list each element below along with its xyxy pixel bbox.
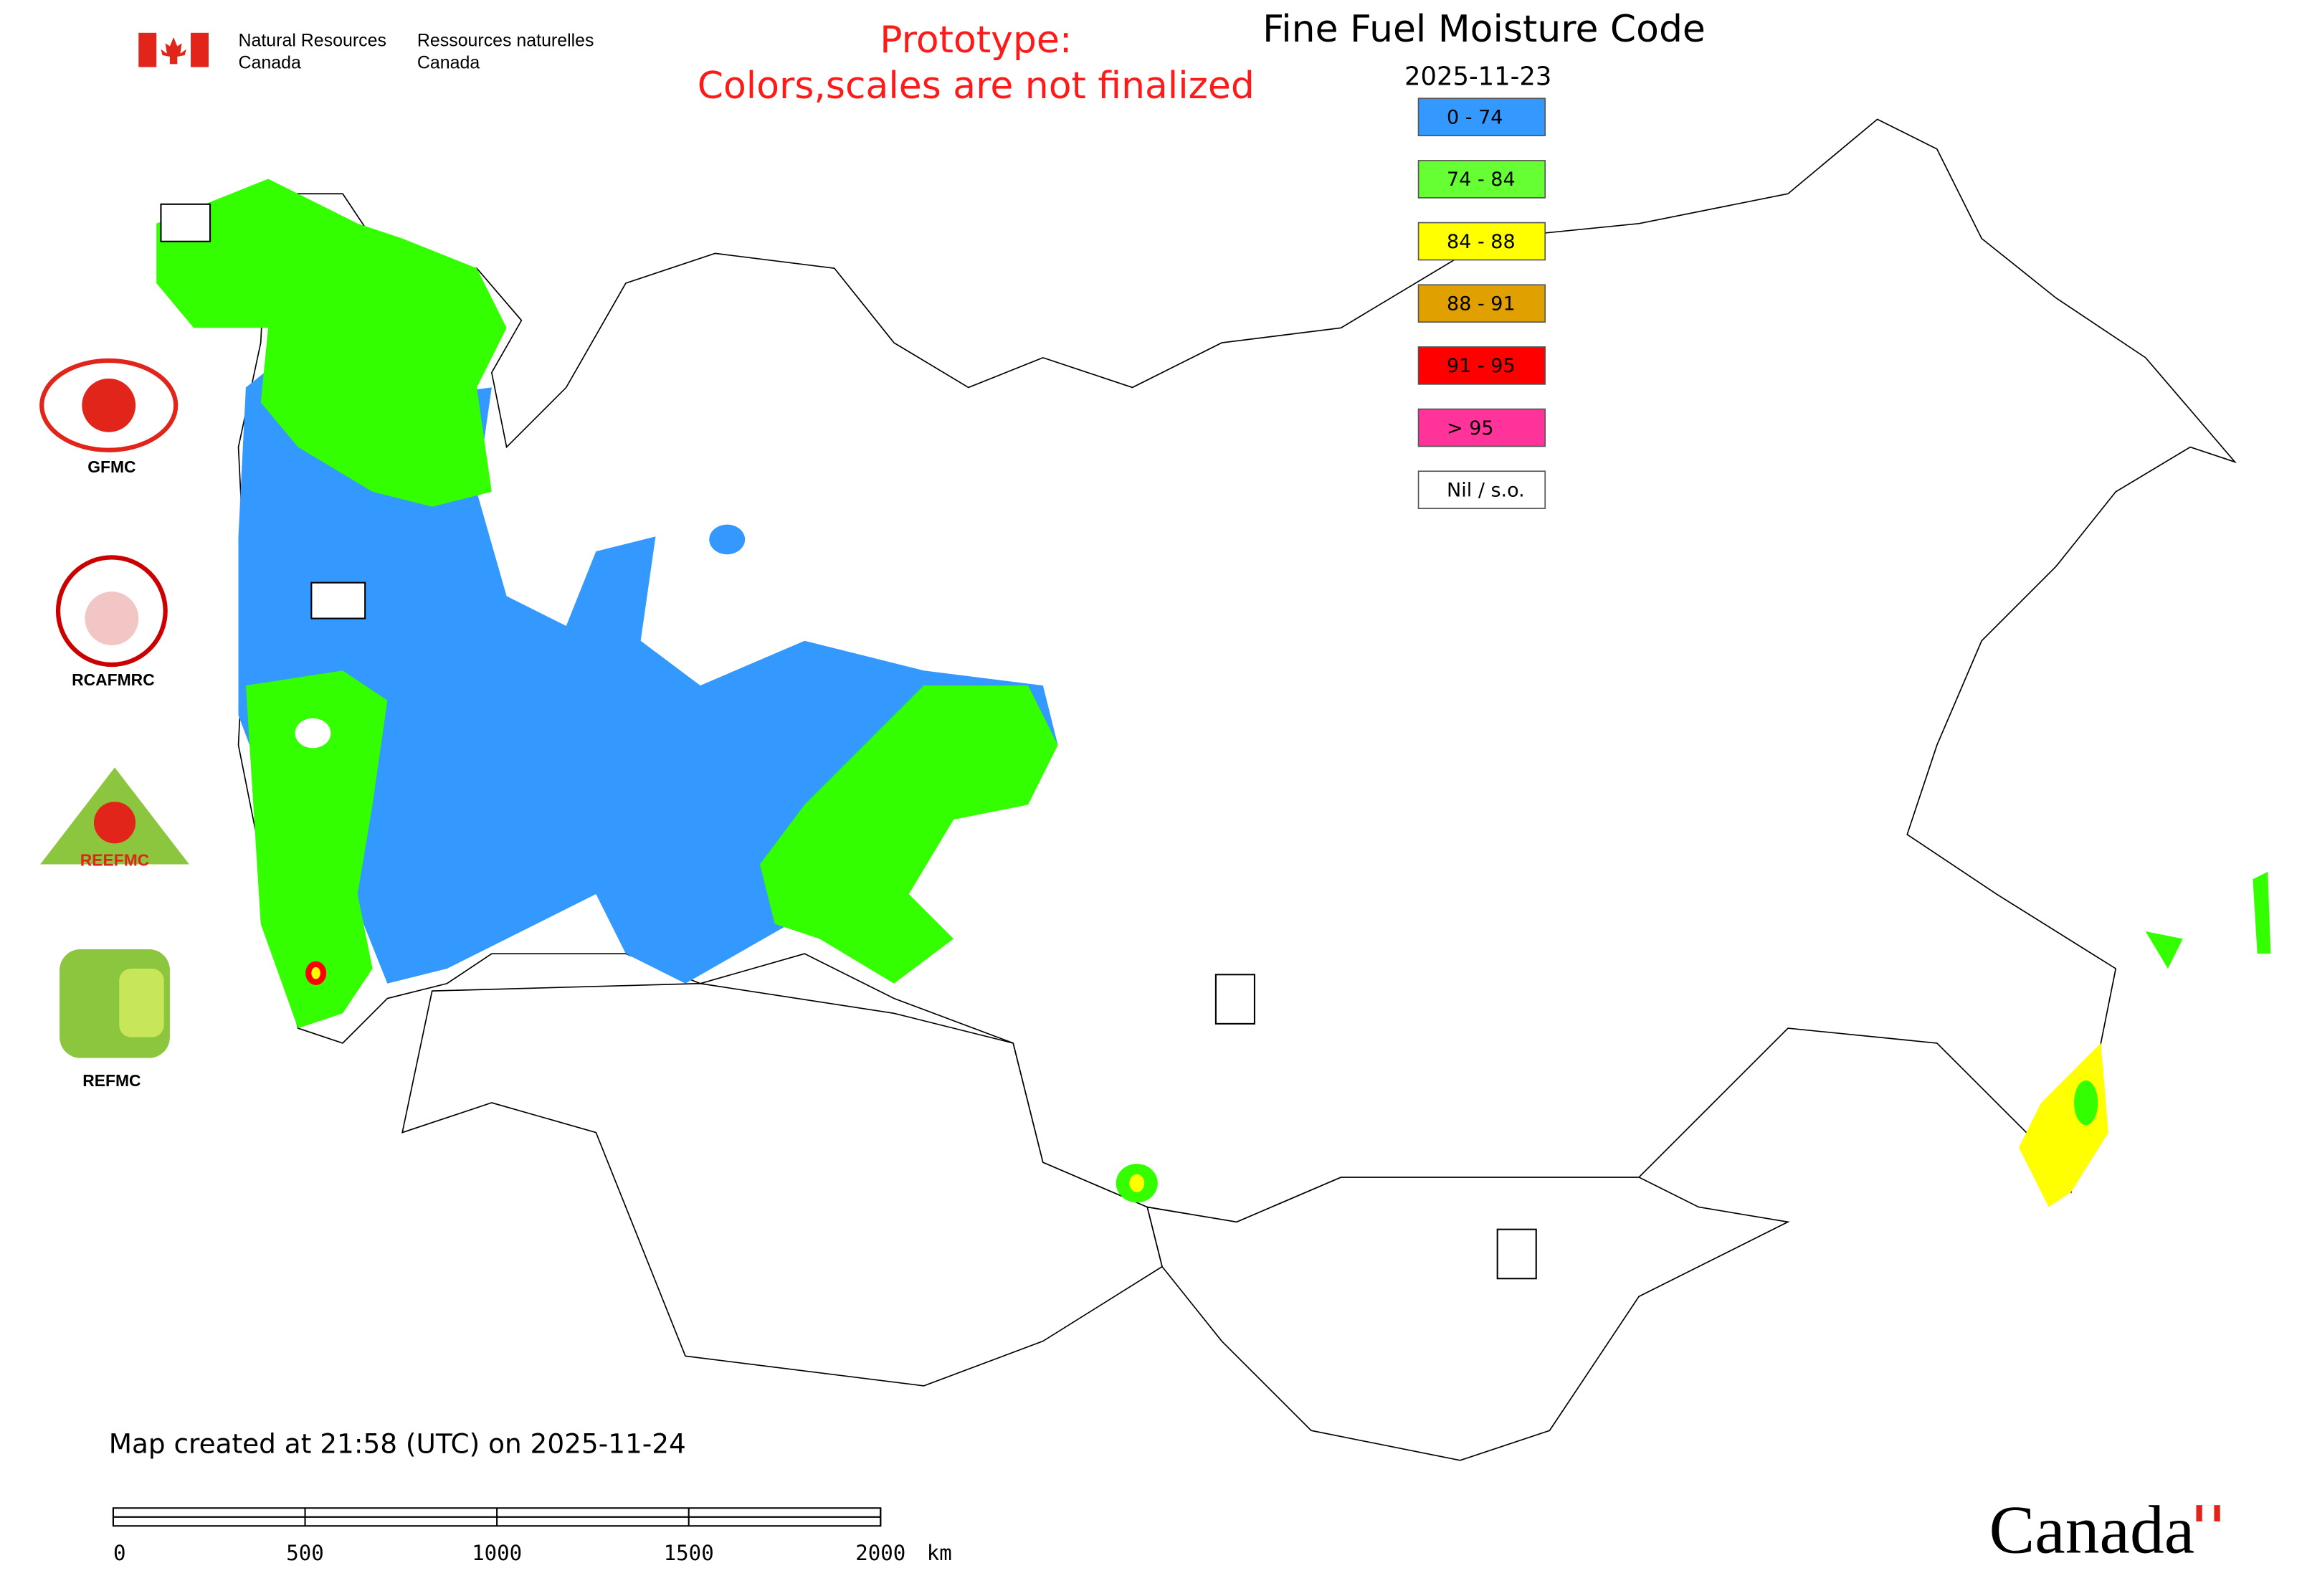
legend-swatch: [1417, 222, 1546, 261]
map-date: 2025-11-23: [1404, 62, 1551, 92]
legend-label: 0 - 74: [1447, 107, 1503, 129]
legend-label: > 95: [1447, 417, 1494, 440]
ffmc-zone-moderate: [245, 670, 388, 1029]
ffmc-zone-moderate: [2253, 871, 2271, 954]
map-title: Fine Fuel Moisture Code: [1262, 8, 1706, 51]
centre-marker: [1214, 974, 1255, 1025]
rcafmrc-logo: [85, 592, 139, 645]
centre-marker: [310, 581, 366, 619]
centre-logos: GFMC RCAFMRC REEFMC REFMC: [39, 358, 189, 1090]
scale-label: 0: [113, 1541, 126, 1565]
ffmc-zone-moderate: [2074, 1080, 2098, 1126]
legend-label: Nil / s.o.: [1447, 480, 1525, 502]
legend-swatch: [1417, 346, 1546, 385]
creation-note: Map created at 21:58 (UTC) on 2025-11-24: [109, 1428, 686, 1459]
gfmc-logo: [82, 378, 136, 432]
base-map: [156, 118, 2271, 1461]
legend-swatch: [1417, 98, 1546, 137]
scale-label: 500: [286, 1541, 324, 1565]
legend-swatch: [1417, 160, 1546, 199]
gfmc-logo: [39, 358, 179, 452]
scale-label: 1000: [472, 1541, 522, 1565]
notice: Prototype:: [880, 19, 1072, 62]
agency-signature: Natural Resources Canada Ressources natu…: [138, 30, 594, 73]
ffmc-zone-low: [709, 524, 746, 555]
legend: 0 - 74 74 - 84 84 - 88 88 - 91 91 - 95 > 95 Ni…: [1417, 98, 1546, 510]
scale-label: 2000: [855, 1541, 905, 1565]
scale-unit: km: [927, 1541, 952, 1565]
legend-label: 74 - 84: [1447, 168, 1516, 191]
logo-label: REFMC: [82, 1071, 141, 1090]
legend-label: 88 - 91: [1447, 293, 1516, 315]
ffmc-zone-moderate: [2145, 931, 2183, 969]
legend-label: 91 - 95: [1447, 355, 1516, 377]
ffmc-zone-moderate: [156, 179, 507, 507]
agency-fr: Ressources naturelles: [417, 30, 594, 50]
logo-label: RCAFMRC: [72, 670, 155, 689]
agency-en: Canada: [239, 53, 301, 73]
canada-wordmark: Canada: [1989, 1492, 2195, 1568]
reefmc-logo: [93, 802, 136, 844]
notice: Colors,scales are not finalized: [698, 65, 1255, 108]
centre-marker: [1496, 1228, 1537, 1280]
flag-band: [191, 32, 209, 67]
logo-label: GFMC: [87, 457, 135, 476]
ffmc-hotspot: [311, 966, 320, 979]
flag-band: [138, 32, 157, 67]
logo-label: REEFMC: [80, 851, 150, 870]
agency-fr: Canada: [417, 53, 480, 73]
ffmc-zone-moderate: [759, 685, 1058, 984]
maple-leaf: [161, 37, 186, 65]
legend-swatch: [1417, 284, 1546, 323]
refmc-logo: [119, 968, 164, 1037]
legend-swatch: [1417, 408, 1546, 447]
ffmc-zone-high: [1129, 1174, 1145, 1192]
water-body: [295, 718, 331, 749]
legend-label: 84 - 88: [1447, 231, 1516, 253]
wordmark-flag: [2202, 1505, 2215, 1522]
centre-marker: [160, 203, 211, 242]
kazakhstan-outline: [401, 982, 1164, 1387]
legend-swatch: [1417, 470, 1546, 510]
agency-en: Natural Resources: [239, 30, 386, 50]
scale-label: 1500: [664, 1541, 714, 1565]
scale-bar: 0 500 1000 1500 2000 km: [112, 1507, 952, 1565]
